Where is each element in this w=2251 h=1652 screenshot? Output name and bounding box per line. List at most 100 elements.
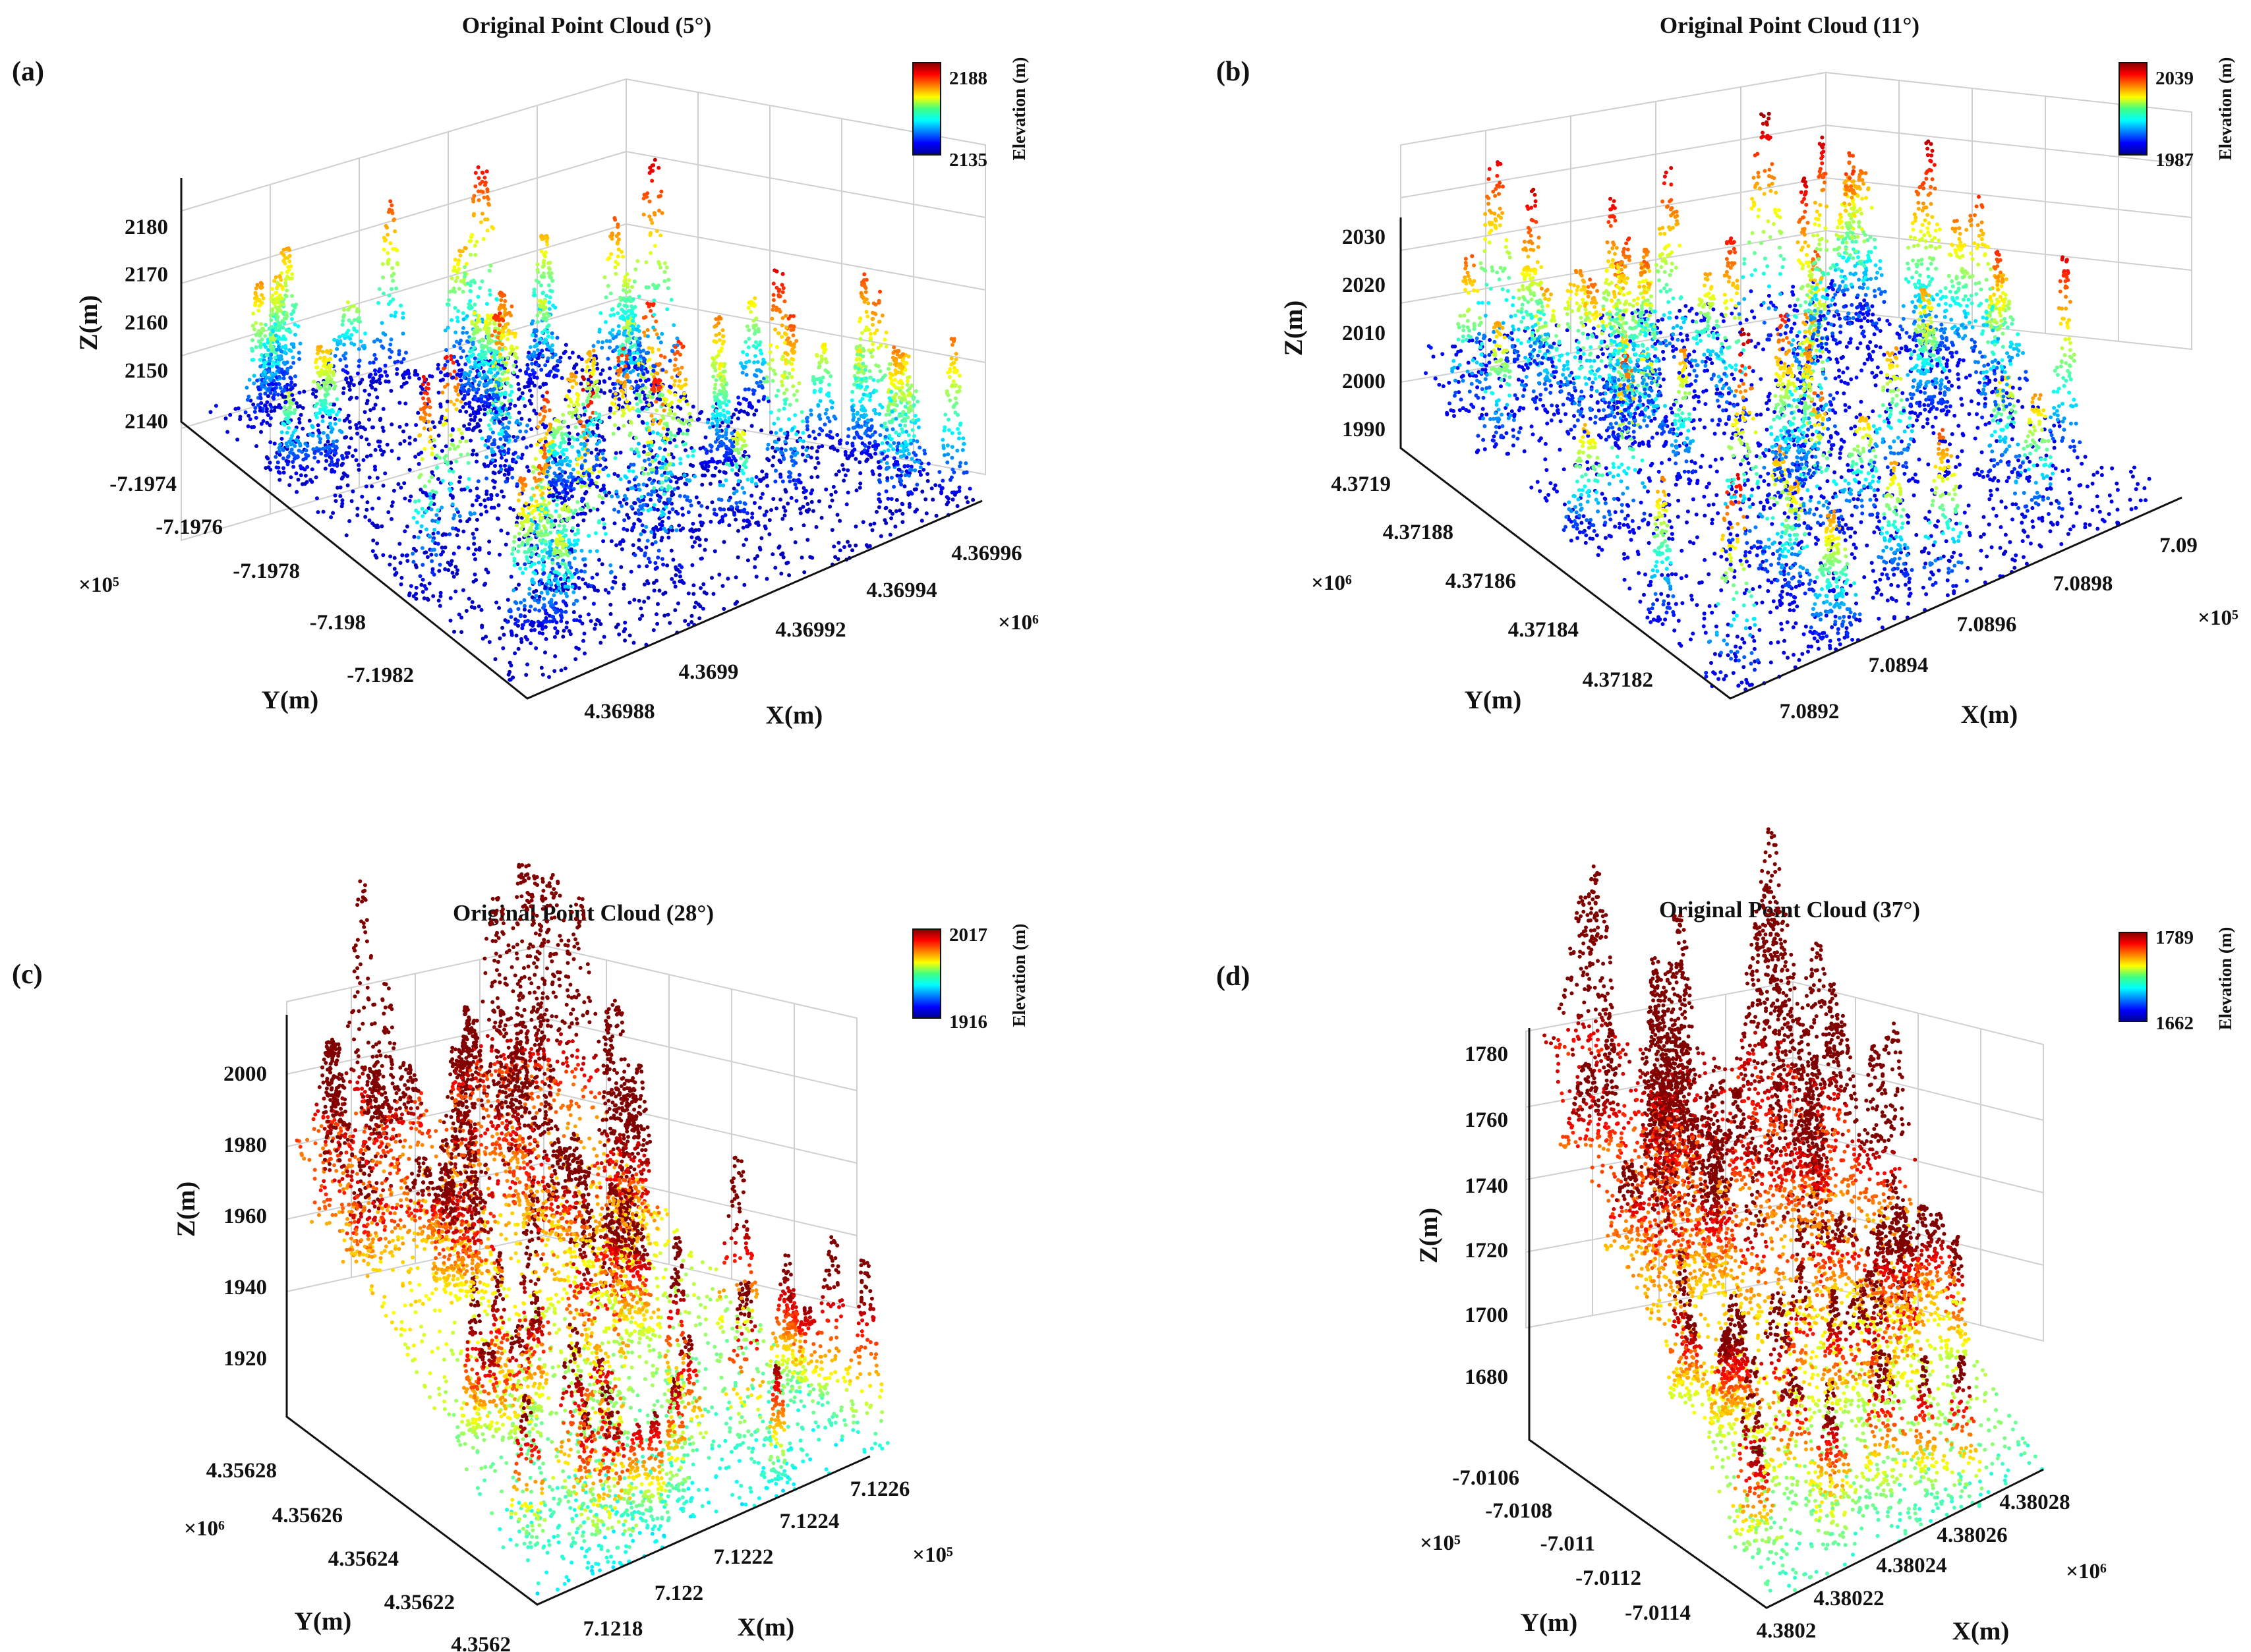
tree-point bbox=[790, 356, 794, 361]
ground-point bbox=[858, 481, 863, 486]
tree-point bbox=[429, 500, 434, 505]
tree-point bbox=[788, 314, 793, 318]
ground-point bbox=[757, 478, 762, 482]
tree-point bbox=[257, 304, 262, 308]
tree-point bbox=[628, 370, 633, 375]
ground-point bbox=[588, 508, 593, 513]
tree-point bbox=[287, 405, 291, 410]
ground-point bbox=[367, 518, 372, 523]
tree-point bbox=[699, 503, 704, 508]
tree-point bbox=[657, 347, 661, 352]
tree-point bbox=[900, 385, 904, 389]
tree-point bbox=[941, 443, 946, 448]
tree-point bbox=[657, 387, 661, 392]
ground-point bbox=[767, 458, 771, 463]
tree-point bbox=[713, 368, 718, 373]
tree-point bbox=[580, 447, 585, 451]
tree-point bbox=[499, 366, 504, 371]
tree-point bbox=[716, 459, 720, 464]
tree-point bbox=[318, 385, 323, 390]
tree-point bbox=[914, 389, 918, 393]
ground-point bbox=[813, 466, 818, 470]
ground-point bbox=[457, 545, 461, 550]
tree-point bbox=[415, 520, 419, 525]
tree-point bbox=[424, 405, 428, 409]
ground-point bbox=[642, 600, 647, 604]
tree-point bbox=[392, 271, 396, 276]
ground-point bbox=[816, 461, 821, 465]
ground-point bbox=[575, 523, 580, 528]
tree-point bbox=[674, 528, 679, 532]
tree-point bbox=[668, 479, 673, 484]
tree-point bbox=[663, 261, 667, 266]
ground-point bbox=[363, 410, 367, 414]
tree-point bbox=[318, 356, 322, 360]
tree-point bbox=[946, 500, 950, 505]
tree-point bbox=[850, 389, 855, 394]
ground-point bbox=[392, 555, 397, 560]
ground-point bbox=[440, 546, 444, 550]
tree-point bbox=[544, 474, 549, 479]
ground-point bbox=[431, 531, 436, 536]
tree-point bbox=[730, 468, 734, 472]
ground-point bbox=[742, 543, 746, 548]
tree-point bbox=[376, 300, 380, 305]
ground-point bbox=[595, 423, 600, 428]
ground-point bbox=[564, 343, 568, 347]
tree-point bbox=[282, 422, 287, 427]
tree-point bbox=[393, 314, 397, 318]
tree-point bbox=[591, 506, 596, 511]
ground-point bbox=[749, 424, 754, 428]
tree-point bbox=[456, 309, 461, 313]
tree-point bbox=[455, 262, 460, 267]
tree-point bbox=[655, 431, 660, 436]
tree-point bbox=[424, 509, 428, 513]
ground-point bbox=[891, 511, 894, 516]
tree-point bbox=[862, 371, 866, 376]
tree-point bbox=[884, 489, 889, 494]
tree-point bbox=[644, 525, 649, 529]
tree-point bbox=[348, 337, 353, 341]
tree-point bbox=[753, 331, 757, 336]
ground-point bbox=[595, 572, 599, 577]
ground-point bbox=[413, 438, 417, 442]
ground-point bbox=[347, 397, 352, 401]
tree-point bbox=[674, 444, 678, 449]
tree-point bbox=[531, 623, 535, 628]
ground-point bbox=[458, 475, 462, 480]
tree-point bbox=[541, 417, 546, 422]
tree-point bbox=[900, 511, 905, 516]
tree-point bbox=[544, 250, 548, 254]
tree-point bbox=[288, 401, 293, 405]
tree-point bbox=[442, 366, 446, 371]
tree-point bbox=[545, 469, 550, 474]
tree-point bbox=[906, 415, 910, 420]
tree-point bbox=[790, 426, 795, 431]
ground-point bbox=[879, 534, 883, 538]
ground-point bbox=[809, 455, 813, 460]
tree-point bbox=[626, 308, 631, 313]
tree-point bbox=[455, 275, 459, 280]
tree-point bbox=[321, 430, 326, 435]
tree-point bbox=[856, 362, 861, 366]
ground-point bbox=[314, 496, 319, 501]
tree-point bbox=[318, 399, 323, 403]
tree-point bbox=[922, 448, 927, 453]
tree-point bbox=[483, 443, 488, 447]
tree-point bbox=[288, 412, 293, 416]
tree-point bbox=[892, 378, 897, 382]
tree-point bbox=[945, 391, 949, 395]
tree-point bbox=[763, 524, 767, 528]
ground-point bbox=[403, 496, 407, 501]
tree-point bbox=[623, 299, 628, 303]
tree-point bbox=[654, 319, 658, 324]
tree-point bbox=[655, 579, 658, 583]
tree-point bbox=[910, 428, 915, 432]
tree-point bbox=[662, 512, 666, 517]
tree-point bbox=[908, 438, 913, 443]
ground-point bbox=[455, 568, 459, 573]
tree-point bbox=[491, 430, 495, 435]
ground-point bbox=[450, 427, 455, 432]
tree-point bbox=[547, 408, 552, 413]
ground-point bbox=[390, 500, 395, 505]
